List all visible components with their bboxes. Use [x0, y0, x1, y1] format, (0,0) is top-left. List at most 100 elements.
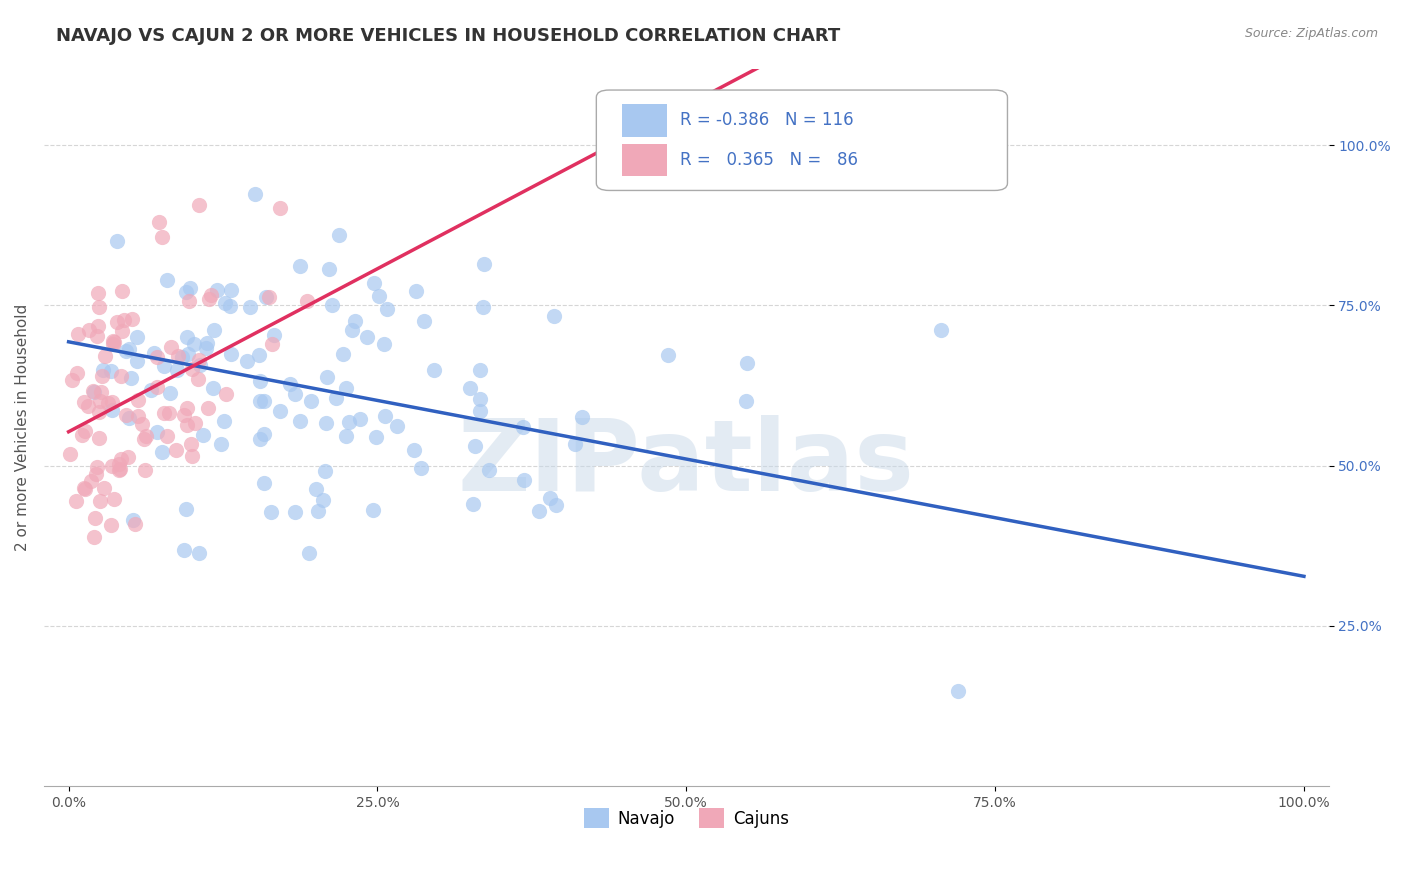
Point [195, 336, 218, 351]
Point [299, 394, 322, 409]
Point [77, 399, 100, 413]
Point [156, 429, 179, 443]
Point [100, 518, 122, 533]
Point [260, 505, 283, 519]
Point [253, 427, 276, 442]
Bar [621, 144, 666, 176]
Point [328, 227, 350, 242]
Point [107, 314, 129, 328]
Point [176, 401, 198, 415]
Point [101, 458, 124, 473]
Point [356, 330, 378, 344]
Point [209, 437, 232, 451]
Point [134, 463, 156, 477]
Point [260, 337, 283, 351]
Y-axis label: 2 or more Vehicles in Household: 2 or more Vehicles in Household [15, 303, 30, 550]
Point [198, 292, 221, 306]
Point [103, 492, 125, 507]
Point [174, 502, 197, 516]
Point [461, 497, 484, 511]
Point [91, 363, 114, 377]
Point [166, 363, 188, 377]
Point [464, 439, 486, 453]
Point [70, 427, 93, 442]
Point [374, 409, 396, 424]
Point [373, 337, 395, 351]
Point [89, 394, 111, 409]
Point [115, 343, 138, 358]
Point [90, 368, 112, 383]
Point [349, 412, 371, 426]
Point [112, 313, 135, 327]
Point [321, 298, 343, 312]
Point [108, 457, 131, 471]
Point [366, 430, 388, 444]
Point [337, 415, 360, 429]
Point [86, 329, 108, 343]
Point [150, 445, 173, 459]
Point [100, 395, 122, 409]
Point [131, 417, 153, 431]
Point [80, 474, 103, 488]
Point [197, 401, 219, 415]
Point [290, 414, 312, 428]
Point [335, 429, 357, 443]
Bar [621, 104, 666, 136]
Point [470, 363, 492, 377]
Point [468, 403, 491, 417]
Point [135, 428, 157, 442]
Point [177, 347, 200, 361]
Point [468, 392, 491, 406]
Point [305, 482, 328, 496]
Point [87, 318, 110, 333]
Point [120, 371, 142, 385]
Point [87, 405, 110, 419]
Point [94, 349, 117, 363]
Point [363, 276, 385, 290]
Point [157, 406, 180, 420]
Point [180, 361, 202, 376]
Point [165, 443, 187, 458]
Point [543, 309, 565, 323]
Point [100, 364, 122, 378]
Point [409, 461, 432, 475]
Point [127, 354, 149, 368]
Point [571, 409, 593, 424]
Point [127, 392, 149, 407]
Point [89, 300, 111, 314]
Text: NAVAJO VS CAJUN 2 OR MORE VEHICLES IN HOUSEHOLD CORRELATION CHART: NAVAJO VS CAJUN 2 OR MORE VEHICLES IN HO… [56, 27, 841, 45]
Point [315, 370, 337, 384]
Point [191, 428, 214, 442]
Point [176, 418, 198, 433]
Point [90, 385, 112, 400]
Point [269, 403, 291, 417]
Point [201, 381, 224, 395]
Point [103, 334, 125, 349]
Point [173, 543, 195, 558]
Point [173, 408, 195, 422]
Point [75, 425, 97, 439]
Point [103, 335, 125, 350]
Point [73, 481, 96, 495]
Point [471, 300, 494, 314]
Point [153, 359, 176, 373]
Point [66, 366, 89, 380]
Point [413, 314, 436, 328]
Point [529, 503, 551, 517]
Point [544, 498, 567, 512]
Point [134, 432, 156, 446]
Point [82, 384, 104, 398]
Point [86, 459, 108, 474]
Point [73, 395, 96, 409]
Point [458, 381, 481, 395]
Point [513, 473, 536, 487]
Point [278, 376, 301, 391]
Point [247, 348, 270, 362]
Point [735, 355, 758, 369]
Point [122, 513, 145, 527]
Point [124, 517, 146, 532]
Point [115, 408, 138, 422]
Point [84, 511, 107, 525]
Point [284, 505, 307, 519]
Point [60, 373, 83, 387]
